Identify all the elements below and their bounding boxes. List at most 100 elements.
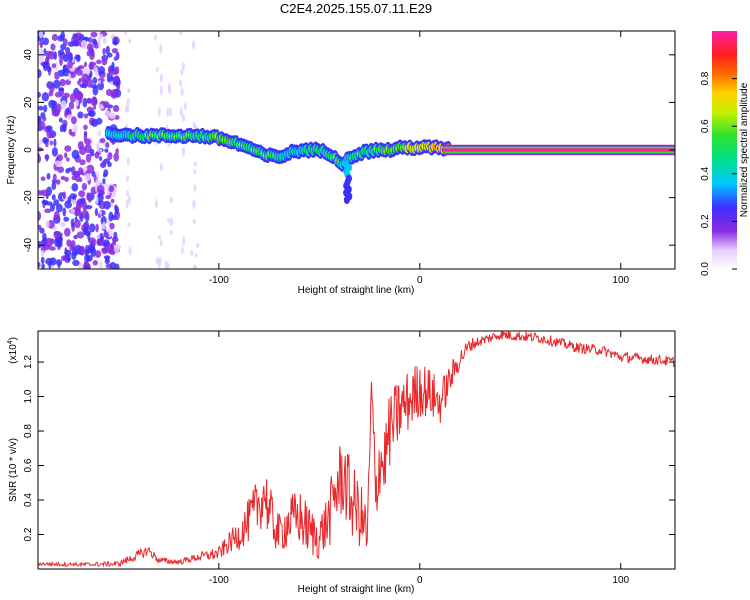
streak-speck (126, 98, 130, 105)
streak-speck (158, 235, 162, 240)
noise-speck (71, 183, 79, 192)
noise-speck (85, 205, 93, 210)
noise-speck (64, 227, 71, 237)
streak-speck (157, 107, 161, 117)
noise-speck (57, 49, 65, 56)
noise-speck (71, 149, 80, 160)
streak-speck (99, 148, 103, 154)
noise-speck (100, 215, 107, 226)
noise-speck (38, 262, 41, 268)
streak-speck (159, 162, 163, 172)
bottom-x-axis-label: Height of straight line (km) (298, 584, 415, 595)
noise-speck (102, 178, 106, 185)
noise-speck (60, 100, 67, 110)
noise-speck (42, 116, 47, 122)
streak-speck (169, 196, 173, 204)
spectrogram-heatmap (38, 31, 675, 269)
noise-speck (55, 179, 61, 185)
streak-speck (155, 67, 159, 72)
noise-speck (46, 129, 53, 139)
y-tick-label: 0.6 (23, 458, 34, 472)
noise-speck (102, 159, 107, 166)
noise-speck (41, 92, 50, 102)
noise-speck (38, 92, 41, 98)
chart-title: C2E4.2025.155.07.11.E29 (280, 1, 432, 16)
streak-speck (196, 243, 200, 248)
noise-speck (46, 125, 53, 132)
noise-speck (77, 111, 84, 119)
streak-speck (181, 114, 185, 122)
noise-speck (59, 56, 63, 66)
noise-speck (67, 60, 73, 69)
noise-speck (89, 50, 95, 61)
noise-speck (58, 117, 63, 123)
streak-speck (182, 148, 185, 157)
noise-speck (86, 98, 92, 104)
noise-speck (97, 66, 106, 75)
streak-speck (190, 249, 194, 257)
bottom-y-axis-label: SNR (10 * v/v) (8, 438, 19, 502)
noise-speck (50, 203, 55, 212)
noise-speck (62, 123, 67, 133)
noise-speck (63, 92, 70, 99)
noise-speck (51, 63, 57, 69)
y-tick-label: 0.4 (23, 493, 34, 507)
streak-speck (179, 79, 182, 87)
noise-speck (68, 101, 75, 110)
streak-speck (193, 168, 197, 175)
colorbar-label: Normalized spectral amplitude (739, 82, 750, 217)
streak-speck (126, 175, 129, 182)
noise-speck (116, 84, 121, 90)
noise-speck (62, 64, 67, 73)
noise-speck (112, 80, 120, 86)
noise-speck (52, 173, 57, 181)
noise-speck (41, 200, 49, 205)
noise-speck (39, 31, 43, 39)
noise-speck (95, 223, 99, 233)
noise-speck (87, 37, 93, 43)
noise-speck (82, 97, 88, 108)
noise-speck (74, 219, 81, 229)
noise-speck (84, 61, 87, 68)
y-tick-label: 0.8 (23, 424, 34, 438)
streak-speck (124, 106, 128, 113)
noise-speck (108, 112, 116, 120)
streak-speck (194, 124, 198, 129)
y-tick-label: 1.2 (23, 355, 34, 369)
streak-speck (125, 199, 129, 209)
noise-speck (38, 142, 41, 148)
noise-speck (42, 37, 49, 46)
noise-speck (51, 110, 60, 117)
noise-speck (64, 145, 72, 152)
noise-speck (79, 83, 87, 88)
noise-speck (40, 256, 45, 264)
noise-speck (71, 175, 77, 181)
noise-speck (84, 138, 92, 145)
streak-speck (170, 217, 174, 227)
noise-speck (96, 234, 101, 239)
noise-speck (80, 39, 88, 50)
noise-speck (84, 254, 91, 262)
colorbar-tick-label: 0.2 (700, 214, 711, 228)
noise-speck (55, 203, 63, 213)
streak-speck (96, 170, 99, 179)
streak-speck (193, 161, 197, 166)
top-axis-ticks: -100 0 100 -40 -20 0 20 40 (23, 31, 675, 286)
noise-speck (60, 221, 66, 228)
noise-speck (67, 72, 72, 82)
noise-speck (75, 98, 79, 107)
noise-speck (114, 204, 118, 211)
noise-speck (55, 103, 62, 113)
noise-speck (99, 138, 106, 143)
noise-speck (74, 216, 78, 221)
noise-speck (40, 176, 46, 181)
noise-speck (66, 107, 70, 113)
noise-speck (95, 250, 102, 258)
noise-speck (63, 216, 70, 222)
streak-speck (159, 85, 163, 96)
noise-speck (113, 231, 118, 239)
noise-speck (81, 73, 90, 84)
noise-speck (66, 239, 72, 247)
noise-speck (112, 70, 117, 75)
noise-speck (43, 138, 50, 143)
